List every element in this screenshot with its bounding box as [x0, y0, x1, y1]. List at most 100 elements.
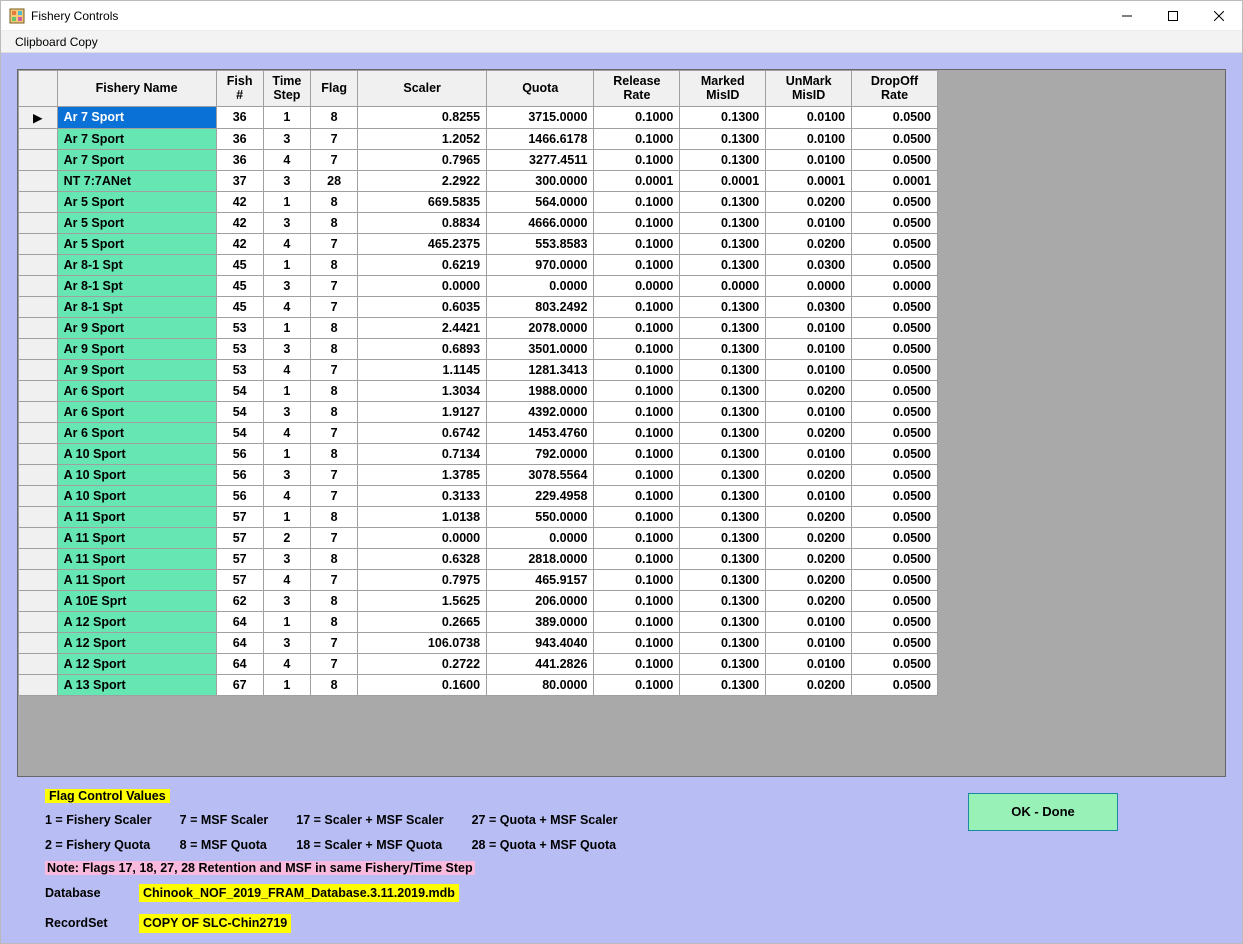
cell-flag[interactable]: 8	[311, 590, 358, 611]
cell-fishery-name[interactable]: A 11 Sport	[57, 548, 216, 569]
cell-mm[interactable]: 0.1300	[680, 674, 766, 695]
cell-fish[interactable]: 36	[216, 149, 263, 170]
cell-scaler[interactable]: 0.6035	[358, 296, 487, 317]
cell-fish[interactable]: 57	[216, 569, 263, 590]
row-header[interactable]	[19, 485, 58, 506]
row-header[interactable]	[19, 569, 58, 590]
cell-quota[interactable]: 206.0000	[487, 590, 594, 611]
cell-flag[interactable]: 7	[311, 569, 358, 590]
cell-step[interactable]: 4	[263, 149, 310, 170]
column-header[interactable]: TimeStep	[263, 71, 310, 107]
cell-scaler[interactable]: 1.2052	[358, 128, 487, 149]
cell-um[interactable]: 0.0200	[766, 548, 852, 569]
cell-mm[interactable]: 0.1300	[680, 548, 766, 569]
cell-scaler[interactable]: 1.3785	[358, 464, 487, 485]
cell-fishery-name[interactable]: Ar 9 Sport	[57, 317, 216, 338]
cell-do[interactable]: 0.0500	[852, 254, 938, 275]
cell-quota[interactable]: 3501.0000	[487, 338, 594, 359]
cell-rel[interactable]: 0.1000	[594, 632, 680, 653]
cell-quota[interactable]: 2078.0000	[487, 317, 594, 338]
cell-flag[interactable]: 8	[311, 380, 358, 401]
cell-mm[interactable]: 0.1300	[680, 338, 766, 359]
cell-fishery-name[interactable]: Ar 6 Sport	[57, 380, 216, 401]
cell-fishery-name[interactable]: Ar 9 Sport	[57, 359, 216, 380]
cell-rel[interactable]: 0.1000	[594, 422, 680, 443]
row-header[interactable]	[19, 317, 58, 338]
cell-scaler[interactable]: 106.0738	[358, 632, 487, 653]
cell-scaler[interactable]: 669.5835	[358, 191, 487, 212]
maximize-button[interactable]	[1150, 1, 1196, 30]
cell-fishery-name[interactable]: Ar 6 Sport	[57, 401, 216, 422]
data-grid[interactable]: Fishery NameFish#TimeStepFlagScalerQuota…	[18, 70, 938, 696]
cell-fish[interactable]: 57	[216, 506, 263, 527]
cell-do[interactable]: 0.0500	[852, 548, 938, 569]
cell-fish[interactable]: 56	[216, 443, 263, 464]
table-row[interactable]: Ar 8-1 Spt45370.00000.00000.00000.00000.…	[19, 275, 938, 296]
cell-mm[interactable]: 0.1300	[680, 464, 766, 485]
cell-mm[interactable]: 0.1300	[680, 611, 766, 632]
cell-do[interactable]: 0.0500	[852, 464, 938, 485]
cell-fishery-name[interactable]: Ar 6 Sport	[57, 422, 216, 443]
cell-fish[interactable]: 62	[216, 590, 263, 611]
cell-fish[interactable]: 53	[216, 317, 263, 338]
cell-step[interactable]: 1	[263, 254, 310, 275]
row-header[interactable]	[19, 254, 58, 275]
cell-fishery-name[interactable]: A 10E Sprt	[57, 590, 216, 611]
cell-fish[interactable]: 56	[216, 485, 263, 506]
cell-rel[interactable]: 0.1000	[594, 653, 680, 674]
cell-mm[interactable]: 0.1300	[680, 296, 766, 317]
cell-fishery-name[interactable]: A 13 Sport	[57, 674, 216, 695]
cell-mm[interactable]: 0.1300	[680, 653, 766, 674]
cell-flag[interactable]: 7	[311, 128, 358, 149]
cell-rel[interactable]: 0.1000	[594, 191, 680, 212]
cell-quota[interactable]: 4392.0000	[487, 401, 594, 422]
cell-fish[interactable]: 37	[216, 170, 263, 191]
cell-step[interactable]: 3	[263, 170, 310, 191]
cell-rel[interactable]: 0.1000	[594, 506, 680, 527]
cell-flag[interactable]: 7	[311, 653, 358, 674]
cell-do[interactable]: 0.0500	[852, 380, 938, 401]
cell-fishery-name[interactable]: A 11 Sport	[57, 527, 216, 548]
cell-fishery-name[interactable]: A 10 Sport	[57, 464, 216, 485]
cell-fish[interactable]: 56	[216, 464, 263, 485]
row-header[interactable]	[19, 128, 58, 149]
cell-step[interactable]: 1	[263, 611, 310, 632]
cell-fishery-name[interactable]: NT 7:7ANet	[57, 170, 216, 191]
cell-step[interactable]: 1	[263, 317, 310, 338]
cell-step[interactable]: 1	[263, 674, 310, 695]
cell-scaler[interactable]: 0.2665	[358, 611, 487, 632]
cell-fishery-name[interactable]: A 12 Sport	[57, 632, 216, 653]
cell-scaler[interactable]: 0.0000	[358, 527, 487, 548]
cell-do[interactable]: 0.0500	[852, 422, 938, 443]
cell-flag[interactable]: 8	[311, 338, 358, 359]
menu-clipboard-copy[interactable]: Clipboard Copy	[7, 33, 106, 51]
cell-mm[interactable]: 0.1300	[680, 632, 766, 653]
cell-rel[interactable]: 0.1000	[594, 128, 680, 149]
row-header[interactable]	[19, 464, 58, 485]
cell-rel[interactable]: 0.1000	[594, 569, 680, 590]
cell-flag[interactable]: 7	[311, 527, 358, 548]
table-row[interactable]: A 10 Sport56180.7134792.00000.10000.1300…	[19, 443, 938, 464]
cell-mm[interactable]: 0.0001	[680, 170, 766, 191]
table-row[interactable]: Ar 5 Sport4218669.5835564.00000.10000.13…	[19, 191, 938, 212]
table-row[interactable]: A 10E Sprt62381.5625206.00000.10000.1300…	[19, 590, 938, 611]
cell-quota[interactable]: 550.0000	[487, 506, 594, 527]
cell-um[interactable]: 0.0200	[766, 506, 852, 527]
cell-fish[interactable]: 64	[216, 632, 263, 653]
cell-scaler[interactable]: 2.4421	[358, 317, 487, 338]
cell-flag[interactable]: 7	[311, 233, 358, 254]
cell-step[interactable]: 3	[263, 128, 310, 149]
cell-fishery-name[interactable]: Ar 8-1 Spt	[57, 275, 216, 296]
cell-quota[interactable]: 80.0000	[487, 674, 594, 695]
cell-flag[interactable]: 8	[311, 674, 358, 695]
table-row[interactable]: A 11 Sport57470.7975465.91570.10000.1300…	[19, 569, 938, 590]
cell-flag[interactable]: 8	[311, 212, 358, 233]
cell-do[interactable]: 0.0500	[852, 317, 938, 338]
cell-do[interactable]: 0.0500	[852, 149, 938, 170]
table-row[interactable]: Ar 6 Sport54181.30341988.00000.10000.130…	[19, 380, 938, 401]
row-header[interactable]	[19, 380, 58, 401]
cell-um[interactable]: 0.0200	[766, 233, 852, 254]
cell-scaler[interactable]: 0.1600	[358, 674, 487, 695]
table-row[interactable]: Ar 8-1 Spt45180.6219970.00000.10000.1300…	[19, 254, 938, 275]
cell-scaler[interactable]: 0.8255	[358, 106, 487, 128]
